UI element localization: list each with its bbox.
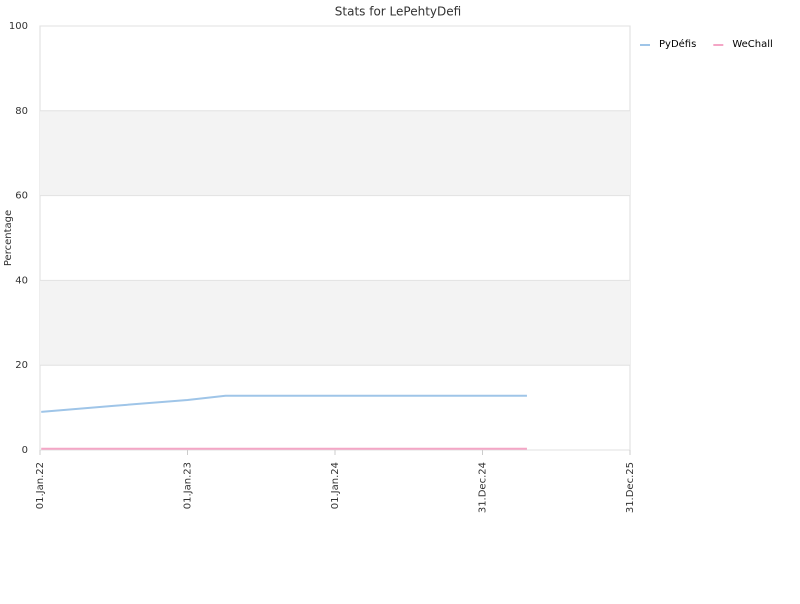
y-tick-label: 80 [15,106,28,117]
chart-title: Stats for LePehtyDefi [335,5,461,19]
y-tick-label: 60 [15,191,28,202]
series-line [41,394,527,413]
grid-band [40,280,630,366]
plot-area [39,25,631,451]
y-tick-label: 40 [15,275,28,286]
x-tick-label: 01.Jan.23 [183,462,194,509]
y-tick-label: 0 [22,445,28,456]
y-tick-label: 20 [15,360,28,371]
legend-label: PyDéfis [659,38,696,50]
y-axis-label: Percentage [3,210,14,266]
grid-band [40,110,630,196]
x-tick-label: 31.Dec.24 [478,462,489,513]
legend-label: WeChall [732,39,772,50]
x-tick-label: 01.Jan.22 [35,462,46,509]
x-tick-label: 01.Jan.24 [330,462,341,509]
y-tick-label: 100 [9,21,28,32]
x-tick-label: 31.Dec.25 [625,462,636,513]
